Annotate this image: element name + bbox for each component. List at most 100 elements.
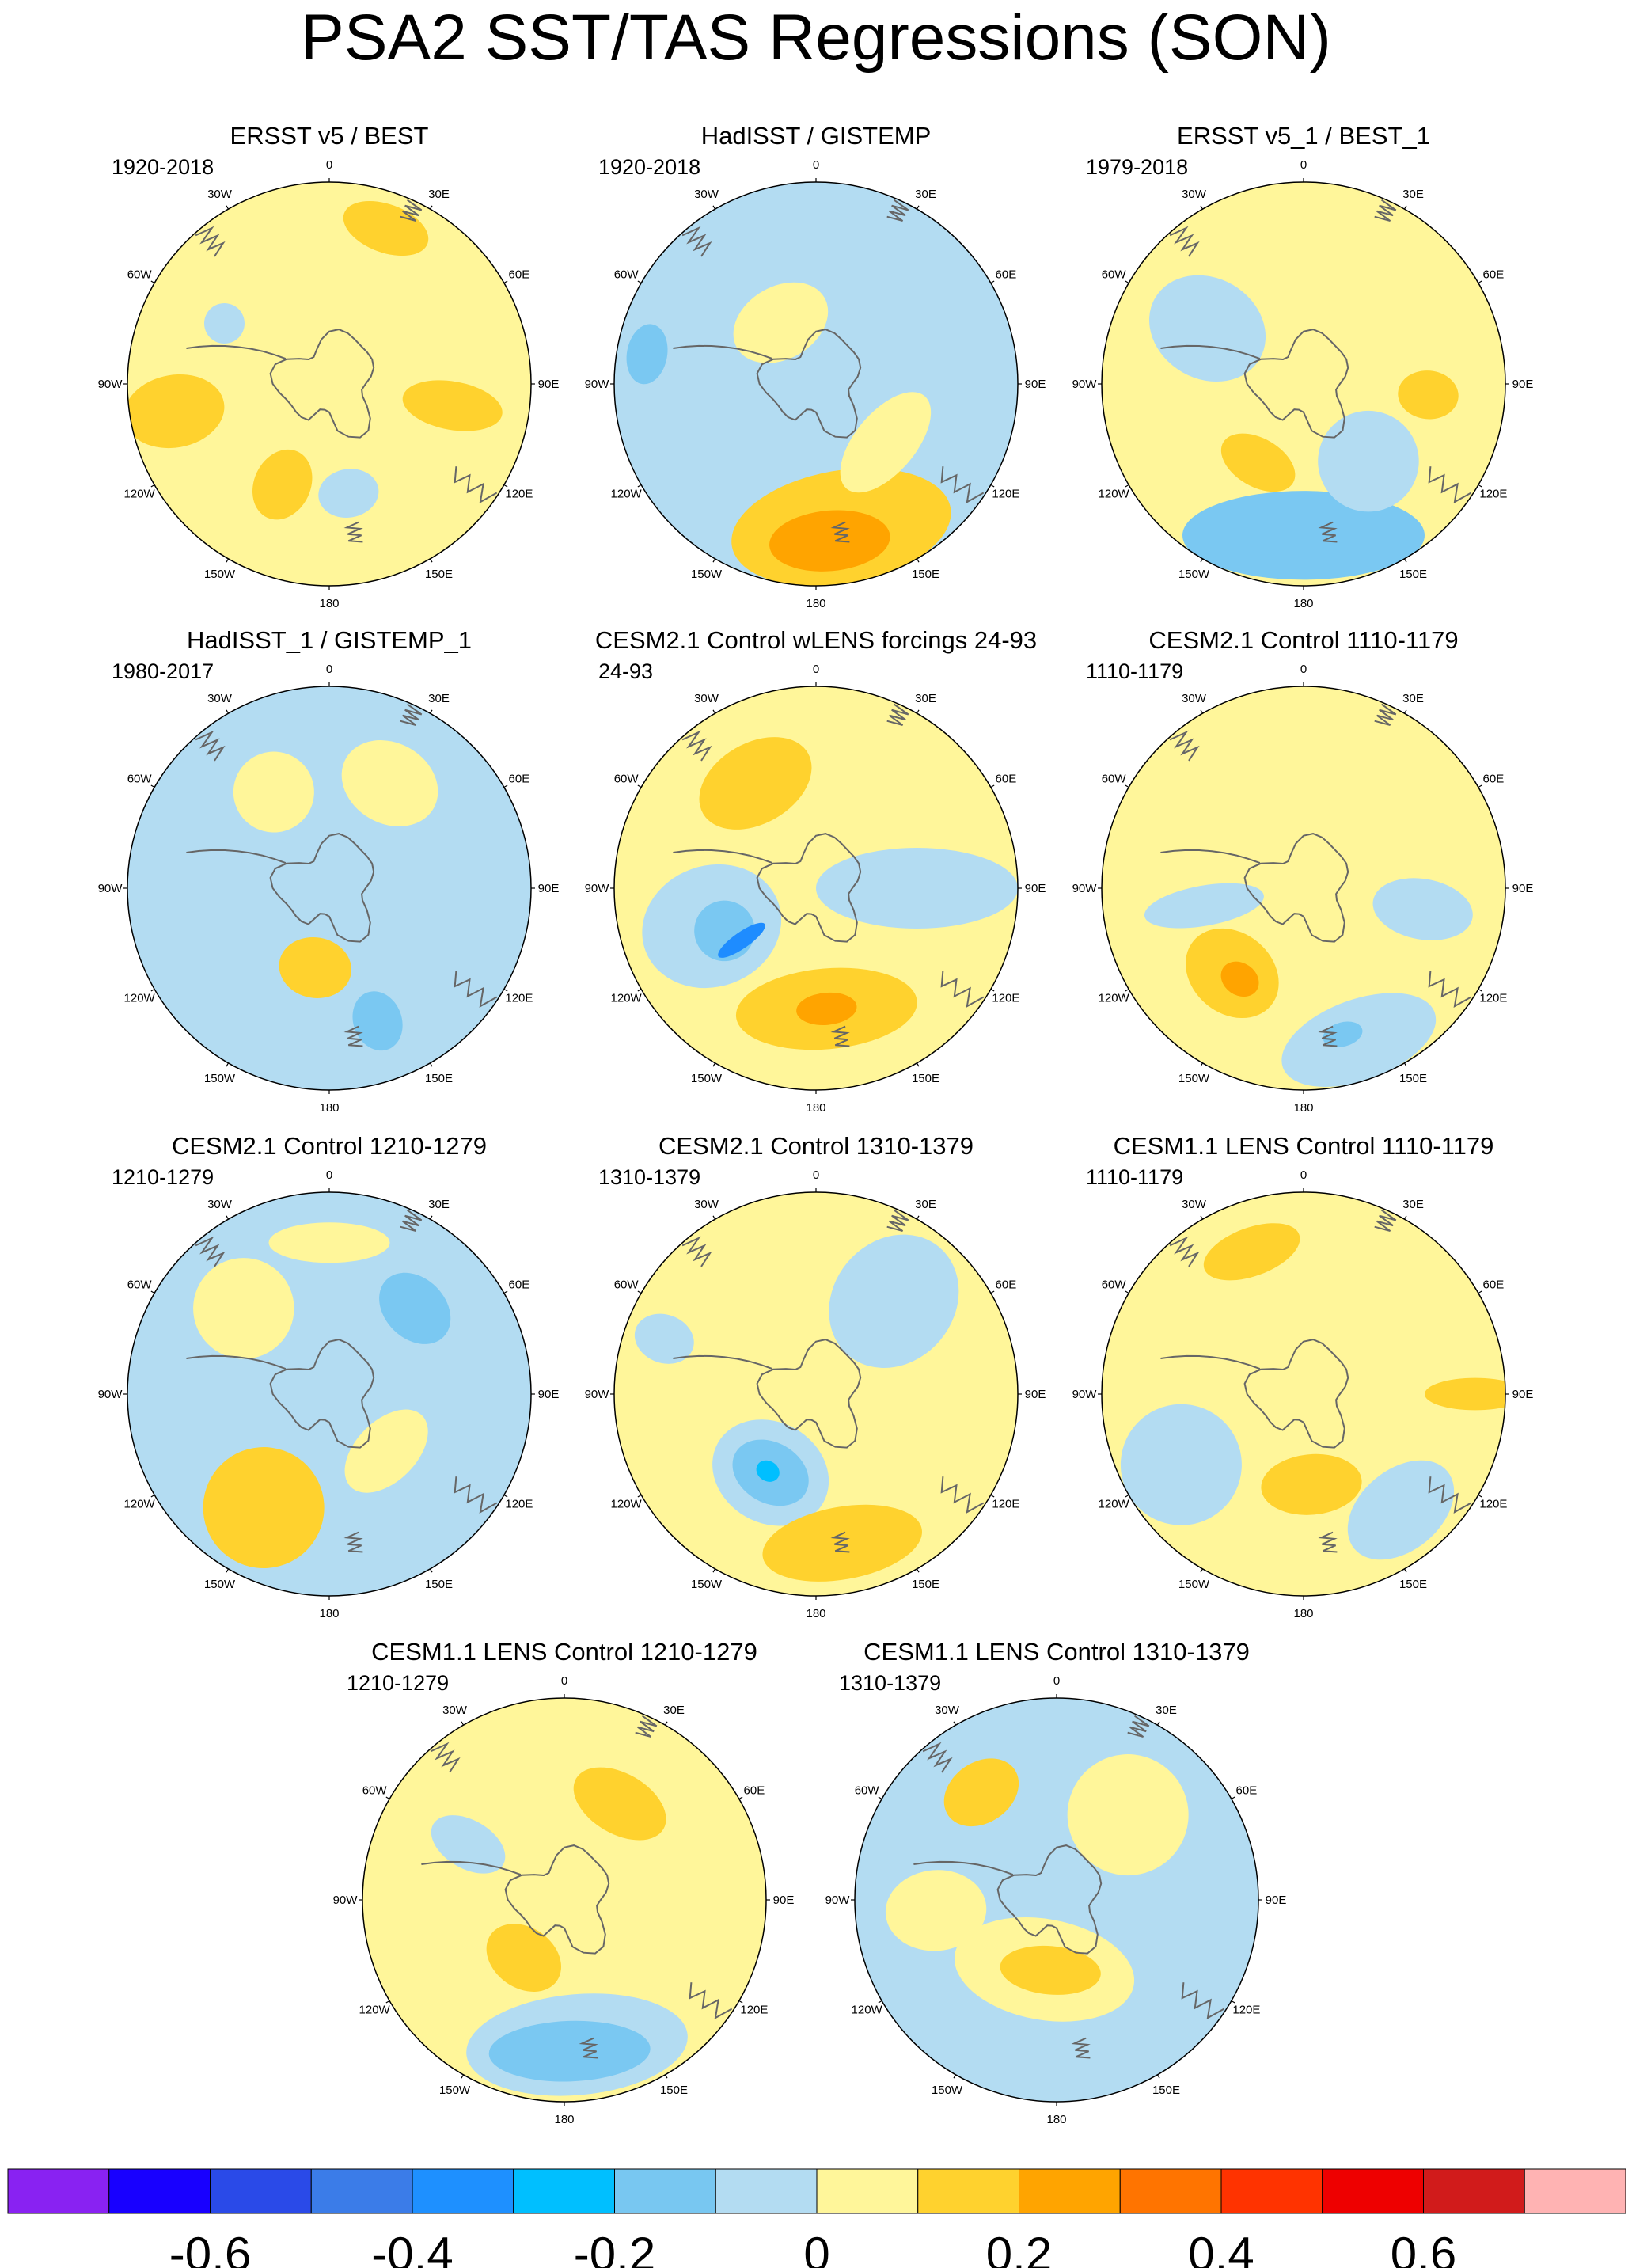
lon-label: 90W xyxy=(825,1894,851,1907)
anomaly-region xyxy=(1261,1453,1362,1515)
lon-label: 60W xyxy=(1102,773,1127,786)
anomaly-region xyxy=(733,282,829,363)
lon-tick xyxy=(1125,280,1129,284)
anomaly-region xyxy=(1220,961,1259,997)
peninsula-coastline xyxy=(673,344,773,360)
lon-tick xyxy=(503,1290,508,1294)
anomaly-region xyxy=(1149,275,1266,382)
lon-tick xyxy=(1125,484,1129,488)
lon-tick xyxy=(1478,988,1482,992)
map-field xyxy=(1102,182,1505,586)
lon-tick xyxy=(1478,484,1482,488)
lon-tick xyxy=(503,784,508,788)
lon-tick xyxy=(712,558,716,563)
lon-label: 90E xyxy=(538,882,560,895)
panel-title: ERSST v5_1 / BEST_1 xyxy=(1177,122,1430,150)
lon-tick xyxy=(429,1062,433,1067)
lon-tick xyxy=(990,784,995,788)
lon-label: 30W xyxy=(442,1704,468,1717)
lon-label: 120W xyxy=(1099,992,1130,1005)
lon-tick xyxy=(429,558,433,563)
lon-tick xyxy=(878,1796,882,1800)
coastline xyxy=(343,1025,363,1047)
anomaly-region xyxy=(1000,1945,1101,1995)
lon-label: 60E xyxy=(1236,1784,1258,1798)
map-panels: ERSST v5 / BEST 1920-2018 0 30E 60E 90E 120E 15… xyxy=(98,122,1534,2126)
colorbar-label: -0.2 xyxy=(574,2228,655,2268)
lon-tick xyxy=(916,205,920,210)
lon-label: 60W xyxy=(1102,1278,1127,1292)
coastline xyxy=(1169,1236,1200,1267)
coastline xyxy=(430,1742,461,1773)
coastline xyxy=(1374,703,1397,726)
lon-label: 90W xyxy=(98,882,123,895)
panel-title: CESM1.1 LENS Control 1110-1179 xyxy=(1114,1132,1494,1160)
map-field xyxy=(614,686,1018,1090)
colorbar-swatch xyxy=(715,2168,818,2214)
lon-label: 30E xyxy=(428,692,450,705)
lon-tick xyxy=(1231,1796,1235,1800)
lon-tick xyxy=(637,784,642,788)
coastline xyxy=(886,703,909,726)
lon-label: 30W xyxy=(207,692,233,705)
lon-label: 30E xyxy=(915,1198,936,1211)
lon-label: 150E xyxy=(660,2084,688,2097)
lon-label: 120W xyxy=(124,992,156,1005)
colorbar-swatch xyxy=(108,2168,211,2214)
anomaly-region xyxy=(1067,1754,1189,1876)
anomaly-region xyxy=(1425,1377,1505,1411)
lon-tick xyxy=(429,1215,433,1220)
panel-title: ERSST v5 / BEST xyxy=(230,122,429,150)
lon-label: 30E xyxy=(428,188,450,201)
lon-label: 180 xyxy=(1293,1101,1313,1115)
lon-label: 30W xyxy=(1182,188,1207,201)
lon-label: 90E xyxy=(1512,1388,1534,1401)
map-panel: CESM2.1 Control 1110-1179 1110-1179 0 30E 60… xyxy=(1072,626,1534,1115)
lon-label: 90E xyxy=(1025,882,1046,895)
colorbar-label: -0.6 xyxy=(169,2228,251,2268)
map-panel: CESM2.1 Control 1210-1279 1210-1279 0 30E 60… xyxy=(98,1132,560,1620)
lon-tick xyxy=(712,205,716,210)
map-field xyxy=(127,686,531,1090)
colorbar-swatch xyxy=(1019,2168,1121,2214)
lon-label: 60E xyxy=(509,1278,530,1292)
anomaly-region xyxy=(1182,491,1425,580)
lon-label: 150W xyxy=(932,2084,963,2097)
anomaly-region xyxy=(699,737,812,830)
peninsula-coastline xyxy=(673,1354,773,1370)
period-label: 1310-1379 xyxy=(839,1671,941,1695)
map-panel: CESM2.1 Control 1310-1379 1310-1379 0 30E 60… xyxy=(585,1132,1046,1620)
map-panel: ERSST v5_1 / BEST_1 1979-2018 0 30E 60E 90E 12… xyxy=(1072,122,1534,610)
lon-label: 90E xyxy=(773,1894,795,1907)
coastline xyxy=(830,1531,850,1553)
map-panel: HadISST_1 / GISTEMP_1 1980-2017 0 30E 60E 90E… xyxy=(98,626,560,1115)
peninsula-coastline xyxy=(186,1354,287,1370)
lon-tick xyxy=(738,1796,743,1800)
lon-tick xyxy=(637,280,642,284)
map-panel: CESM1.1 LENS Control 1310-1379 1310-1379 0… xyxy=(825,1638,1287,2126)
lon-tick xyxy=(1200,558,1204,563)
lon-label: 60W xyxy=(127,1278,153,1292)
lon-tick xyxy=(226,558,230,563)
lon-label: 30W xyxy=(694,692,719,705)
coastline xyxy=(1318,1531,1338,1553)
lon-label: 150E xyxy=(912,1072,939,1085)
colorbar-swatch xyxy=(816,2168,919,2214)
colorbar-swatch xyxy=(614,2168,716,2214)
lon-label: 30E xyxy=(428,1198,450,1211)
lon-tick xyxy=(150,280,155,284)
lon-label: 0 xyxy=(326,663,332,676)
lon-tick xyxy=(385,2000,390,2004)
lon-tick xyxy=(1200,1215,1204,1220)
lon-tick xyxy=(1200,1568,1204,1573)
coastline xyxy=(1374,1209,1397,1232)
anomaly-region xyxy=(1372,878,1473,940)
lon-tick xyxy=(429,709,433,714)
anomaly-region xyxy=(486,1924,561,1992)
colorbar-swatch xyxy=(917,2168,1019,2214)
lon-tick xyxy=(150,784,155,788)
lon-tick xyxy=(1125,784,1129,788)
coastline xyxy=(343,521,363,543)
anomaly-region xyxy=(885,1870,987,1951)
antarctica-coastline xyxy=(756,833,862,943)
